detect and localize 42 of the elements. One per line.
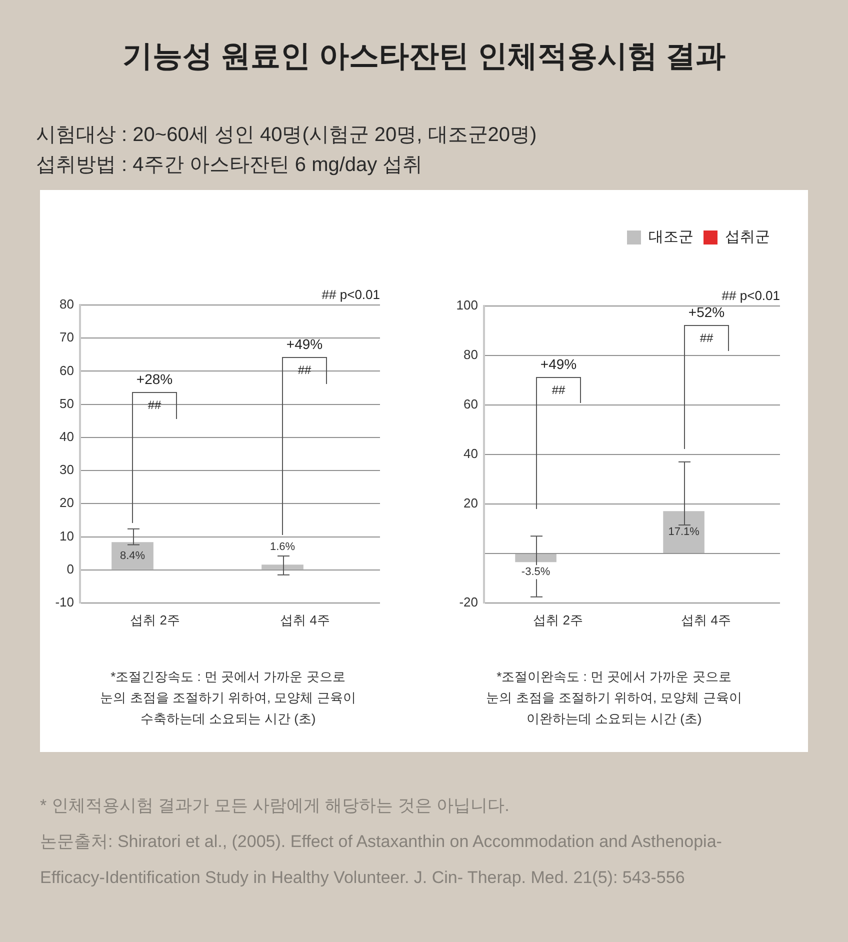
y-tick-label: 20 — [464, 496, 478, 511]
x-tick-label: 섭취 2주 — [533, 612, 583, 628]
annotation: ## — [550, 383, 566, 397]
legend-label: 대조군 — [648, 228, 694, 246]
text: 논문출처: Shiratori et al., (2005). Effect of Astaxanthin on Accommodation and Asthenopia-Efficacy-Identification Study in Healthy Volunteer. J. Cin- Therap. Med. 21(5): 543-556 — [40, 831, 723, 889]
data-label: -3.5% — [521, 566, 550, 578]
x-tick-label: 섭취 2주 — [130, 612, 180, 628]
chart-subtitle: 시험대상 : 20~60세 성인 40명(시험군 20명, 대조군20명) 섭취방법 : 4주간 아스타잔틴 6 mg/day 섭취 — [36, 123, 538, 178]
y-tick-label: 80 — [464, 347, 478, 362]
text: *조절이완속도 : 먼 곳에서 가까운 곳으로 눈의 초점을 조절하기 위하여, 모양체 근육이 이완하는데 소요되는 시간 (초) — [485, 668, 743, 728]
data-label: 1.6% — [270, 541, 296, 554]
chart-title: 기능성 원료인 아스타잔틴 인체적용시험 결과 — [121, 39, 727, 75]
y-tick-label: 50 — [60, 396, 74, 411]
text: ## p<0.01 — [722, 288, 780, 304]
y-tick-label: 10 — [60, 528, 74, 544]
y-tick-label: 70 — [60, 330, 74, 345]
x-tick-label: 섭취 4주 — [681, 612, 731, 628]
annotation: +52% — [687, 303, 726, 321]
y-tick-label: 30 — [60, 462, 74, 478]
y-tick-label: 0 — [66, 561, 74, 576]
data-label: 8.4% — [120, 550, 146, 562]
text: * 인체적용시험 결과가 모든 사람에게 해당하는 것은 아닙니다. — [40, 795, 510, 817]
text: *조절긴장속도 : 먼 곳에서 가까운 곳으로 눈의 초점을 조절하기 위하여, 모양체 근육이 수축하는데 소요되는 시간 (초) — [99, 668, 357, 728]
x-tick-label: 섭취 4주 — [280, 612, 330, 628]
y-tick-label: 20 — [60, 495, 74, 510]
legend-label: 섭취군 — [725, 228, 770, 246]
text: ## p<0.01 — [322, 287, 380, 302]
data-label: 17.1% — [668, 526, 700, 538]
annotation: +28% — [135, 370, 174, 388]
y-tick-label: 60 — [464, 396, 478, 412]
y-tick-label: -20 — [459, 594, 478, 610]
y-tick-label: 80 — [60, 296, 74, 312]
y-tick-label: 60 — [60, 362, 74, 378]
y-tick-label: -10 — [55, 594, 74, 610]
annotation: ## — [146, 398, 162, 412]
y-tick-label: 40 — [464, 446, 478, 462]
annotation: +49% — [539, 355, 578, 373]
annotation: +49% — [285, 335, 324, 353]
annotation: ## — [698, 331, 714, 345]
y-tick-label: 40 — [60, 429, 74, 444]
annotation: ## — [296, 363, 312, 377]
y-tick-label: 100 — [456, 298, 478, 313]
